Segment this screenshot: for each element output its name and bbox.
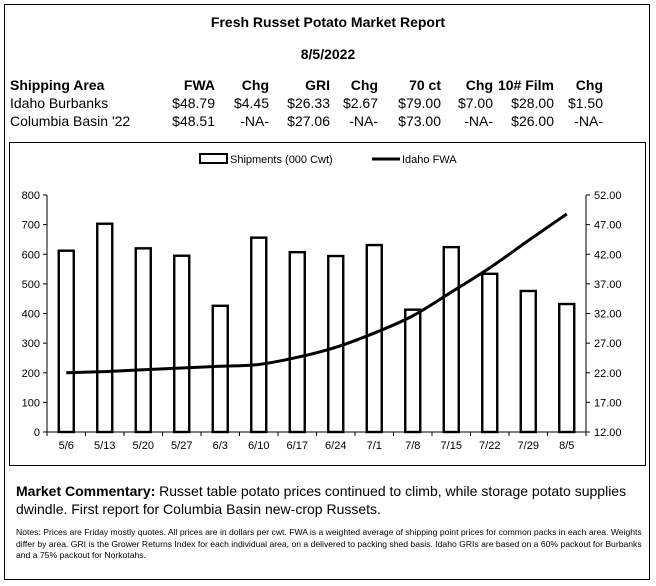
cell-10lb-film-chg: -NA- [574,113,603,129]
header-fwa-chg: Chg [241,77,269,93]
left-tick-label: 600 [22,249,40,261]
left-tick-label: 500 [22,279,40,291]
legend-label-shipments: Shipments (000 Cwt) [230,154,333,166]
report-date: 8/5/2022 [300,46,356,62]
x-tick-label: 7/1 [367,440,382,452]
right-tick-label: 37.00 [594,279,622,291]
x-tick-label: 5/13 [94,440,115,452]
x-tick-label: 5/20 [133,440,154,452]
left-tick-label: 100 [22,397,40,409]
x-tick-label: 8/5 [559,440,574,452]
header-10lb-film-chg: Chg [575,77,603,93]
chart-panel: 0 100 200 300 400 500 600 700 800 12.00 17.00 22.00… [9,142,646,466]
left-tick-label: 700 [22,220,40,232]
x-tick-label: 7/8 [405,440,420,452]
shipment-bar [519,289,537,434]
left-tick-label: 0 [34,427,40,439]
legend-bar-swatch [199,153,228,164]
right-tick-label: 17.00 [594,397,622,409]
shipment-bar [481,272,499,434]
header-70ct: 70 ct [409,77,441,93]
cell-70ct-chg: -NA- [464,113,493,129]
commentary-label: Market Commentary: [16,483,156,499]
legend-label-fwa: Idaho FWA [402,154,457,166]
x-tick-label: 6/24 [325,440,346,452]
price-table-header: Shipping Area FWA Chg GRI Chg 70 ct Chg … [10,76,603,94]
shipment-bar [96,222,114,434]
right-tick-label: 47.00 [594,220,622,232]
header-shipping-area: Shipping Area [10,77,105,93]
cell-area: Columbia Basin '22 [10,113,131,129]
market-commentary: Market Commentary: Russet table potato p… [16,482,644,518]
report-notes: Notes: Prices are Friday mostly quotes. … [16,527,642,560]
shipments-fwa-chart: 0 100 200 300 400 500 600 700 800 12.00 17.00 22.00… [22,153,622,452]
cell-10lb-film: $26.00 [511,113,554,129]
shipment-bar [173,254,191,434]
cell-fwa: $48.51 [172,113,215,129]
cell-fwa: $48.79 [172,95,215,111]
cell-10lb-film: $28.00 [511,95,554,111]
left-tick-label: 400 [22,309,40,321]
x-tick-label: 7/29 [518,440,539,452]
cell-gri: $27.06 [287,113,330,129]
cell-10lb-film-chg: $1.50 [567,95,603,111]
header-70ct-chg: Chg [465,77,493,93]
price-table: Shipping Area FWA Chg GRI Chg 70 ct Chg … [10,76,603,130]
right-tick-label: 32.00 [594,309,622,321]
right-tick-label: 22.00 [594,368,622,380]
table-row: Idaho Burbanks $48.79 $4.45 $26.33 $2.67… [10,94,603,112]
idaho-fwa-line [66,212,568,375]
shipment-bar [288,250,306,434]
cell-fwa-chg: -NA- [240,113,269,129]
header-gri-chg: Chg [350,77,378,93]
header-gri: GRI [305,77,330,93]
commentary-text: Russet table potato prices continued to … [16,483,627,517]
cell-fwa-chg: $4.45 [233,95,269,111]
shipment-bar [558,302,576,434]
cell-gri-chg: $2.67 [342,95,378,111]
left-tick-label: 800 [22,190,40,202]
x-tick-label: 5/27 [171,440,192,452]
x-tick-label: 6/17 [287,440,308,452]
left-tick-label: 300 [22,338,40,350]
report-frame [4,4,650,580]
shipment-bar [57,249,75,434]
cell-gri: $26.33 [287,95,330,111]
right-tick-label: 52.00 [594,190,622,202]
x-tick-label: 6/3 [213,440,228,452]
x-tick-label: 7/15 [441,440,462,452]
x-tick-label: 7/22 [479,440,500,452]
header-fwa: FWA [183,77,215,93]
report-title: Fresh Russet Potato Market Report [210,14,446,30]
x-tick-label: 5/6 [59,440,74,452]
right-tick-label: 27.00 [594,338,622,350]
shipment-bar [250,236,268,434]
right-tick-label: 12.00 [594,427,622,439]
cell-70ct-chg: $7.00 [457,95,493,111]
left-tick-label: 200 [22,368,40,380]
cell-70ct: $79.00 [398,95,441,111]
shipment-bar [404,308,422,434]
shipment-bar [211,304,229,434]
cell-gri-chg: -NA- [349,113,378,129]
right-tick-label: 42.00 [594,249,622,261]
shipment-bar [442,245,460,434]
x-tick-label: 6/10 [248,440,269,452]
table-row: Columbia Basin '22 $48.51 -NA- $27.06 -N… [10,112,603,130]
shipment-bar [134,247,152,434]
cell-area: Idaho Burbanks [10,95,109,111]
header-10lb-film: 10# Film [497,77,554,93]
shipment-bar [365,243,383,434]
cell-70ct: $73.00 [398,113,441,129]
